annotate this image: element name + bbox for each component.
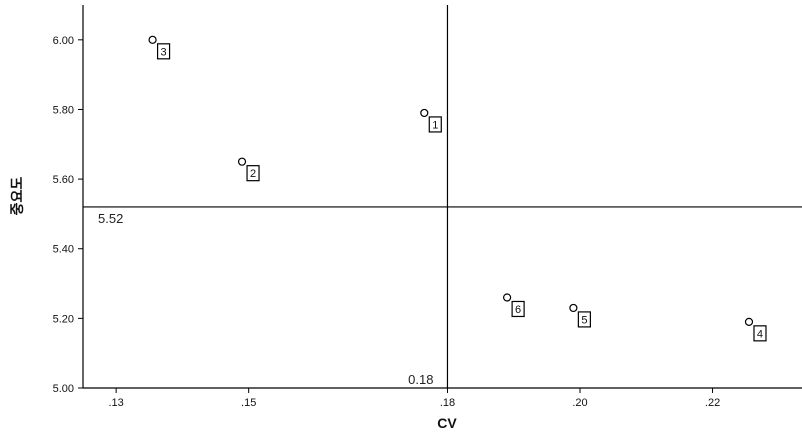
point-label-box	[428, 116, 442, 133]
point-label: 6	[515, 304, 521, 316]
data-point: 4	[744, 317, 767, 342]
data-point: 6	[503, 293, 525, 318]
data-point: 2	[237, 157, 260, 182]
y-tick-label: 5.60	[53, 174, 74, 186]
x-tick-label: .20	[572, 397, 587, 409]
point-marker	[569, 303, 578, 313]
horizontal-reference-label: 5.52	[98, 211, 123, 226]
point-label: 4	[757, 328, 763, 340]
point-label: 5	[581, 314, 587, 326]
point-marker	[420, 108, 429, 118]
point-label-box	[511, 300, 525, 318]
y-tick-label: 5.80	[53, 104, 74, 116]
y-tick-label: 6.00	[53, 35, 74, 47]
point-marker	[148, 35, 157, 44]
x-tick-label: .13	[108, 397, 123, 409]
y-axis-title: 중요도	[9, 177, 25, 216]
point-label: 3	[161, 46, 167, 58]
data-point: 1	[420, 108, 442, 133]
data-point: 3	[148, 35, 171, 60]
point-marker	[503, 293, 512, 302]
vertical-reference-label: 0.18	[408, 372, 433, 387]
point-marker	[237, 157, 247, 166]
y-tick-label: 5.20	[53, 313, 74, 325]
point-marker	[744, 317, 754, 326]
y-tick-label: 5.00	[53, 383, 74, 395]
point-label: 2	[250, 168, 256, 180]
x-tick-label: .22	[705, 397, 720, 409]
data-point: 5	[569, 303, 591, 328]
point-label: 1	[432, 119, 438, 131]
point-label-box	[246, 165, 260, 182]
data-points: 1 2 3 4 5 6	[148, 35, 767, 342]
x-tick-label: .18	[440, 397, 455, 409]
point-label-box	[156, 43, 171, 60]
x-tick-label: .15	[241, 397, 256, 409]
reference-lines: 5.52 0.18	[83, 5, 802, 388]
point-label-box	[753, 325, 767, 342]
point-label-box	[577, 311, 591, 328]
plot-area	[83, 5, 802, 388]
y-tick-label: 5.40	[53, 244, 74, 256]
axes: 5.00 5.20 5.40 5.60 5.80 6.00 .13 .15 .18 .20 .22	[53, 5, 802, 409]
x-axis-title: CV	[437, 415, 457, 431]
